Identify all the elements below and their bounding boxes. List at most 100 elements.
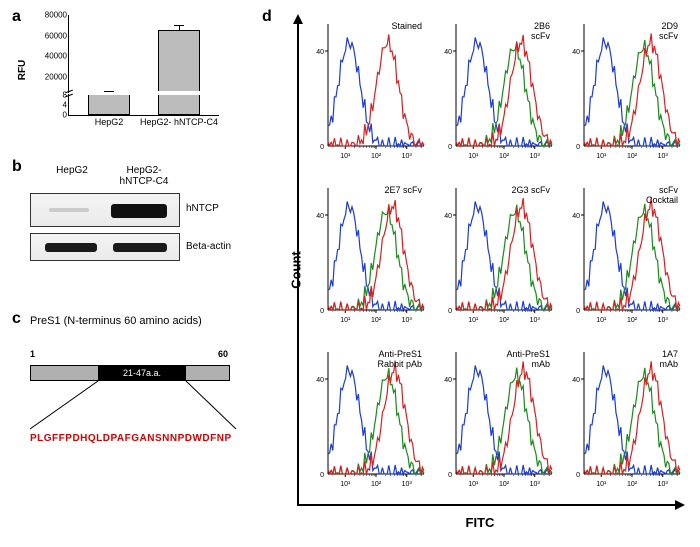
panel-a-ytick: 40000 xyxy=(45,52,69,61)
panel-label-c: c xyxy=(12,310,21,328)
flow-histogram-title: 2D9 scFv xyxy=(659,22,678,42)
svg-text:40: 40 xyxy=(316,377,324,384)
svg-text:40: 40 xyxy=(316,213,324,220)
svg-text:0: 0 xyxy=(320,144,324,151)
panel-a-bar-chart: RFU 04820000400006000080000HepG2HepG2- h… xyxy=(30,10,230,130)
svg-text:0: 0 xyxy=(320,472,324,479)
flow-histogram: 0 40 10¹ 10² 10³ scFv Cocktail xyxy=(566,182,684,332)
flow-histogram-title: Anti-PreS1 mAb xyxy=(506,350,550,370)
panel-a-ytick: 20000 xyxy=(45,72,69,81)
panel-d-x-arrow xyxy=(297,504,683,506)
svg-text:10³: 10³ xyxy=(402,317,413,324)
panel-c-domain-diagram: PreS1 (N-terminus 60 amino acids) 1 60 2… xyxy=(30,315,260,495)
svg-text:10³: 10³ xyxy=(402,153,413,160)
flow-histogram: 0 40 10¹ 10² 10³ Anti-PreS1 Rabbit pAb xyxy=(310,346,428,496)
svg-text:10²: 10² xyxy=(371,481,382,488)
panel-c-num-left: 1 xyxy=(30,349,35,359)
svg-text:40: 40 xyxy=(572,213,580,220)
svg-text:40: 40 xyxy=(444,377,452,384)
blot-col-label-2: HepG2- hNTCP-C4 xyxy=(106,165,182,187)
blot-col-label-1: HepG2 xyxy=(42,165,102,176)
panel-d-xlabel: FITC xyxy=(466,515,495,530)
svg-text:10¹: 10¹ xyxy=(596,481,607,488)
band-strong xyxy=(111,204,167,218)
panel-b-western-blot: HepG2 HepG2- hNTCP-C4 hNTCP Beta-actin xyxy=(30,165,250,275)
panel-a-ytick: 80000 xyxy=(45,11,69,20)
svg-text:10³: 10³ xyxy=(658,481,669,488)
band-actin-1 xyxy=(45,243,97,252)
svg-text:10¹: 10¹ xyxy=(596,317,607,324)
svg-text:10¹: 10¹ xyxy=(468,153,479,160)
svg-text:10³: 10³ xyxy=(530,481,541,488)
svg-text:10²: 10² xyxy=(499,481,510,488)
svg-text:40: 40 xyxy=(316,49,324,56)
panel-label-d: d xyxy=(262,8,272,26)
blot-row-1 xyxy=(30,193,180,227)
svg-text:10¹: 10¹ xyxy=(340,317,351,324)
svg-text:40: 40 xyxy=(572,377,580,384)
panel-a-bar xyxy=(158,30,200,115)
svg-text:10¹: 10¹ xyxy=(340,153,351,160)
flow-histogram: 0 40 10¹ 10² 10³ 1A7 mAb xyxy=(566,346,684,496)
panel-c-sequence: PLGFFPDHQLDPAFGANSNNPDWDFNP xyxy=(30,433,232,444)
svg-text:10²: 10² xyxy=(627,317,638,324)
band-actin-2 xyxy=(113,243,167,252)
panel-label-b: b xyxy=(12,158,22,176)
svg-text:0: 0 xyxy=(320,308,324,315)
svg-text:10²: 10² xyxy=(371,317,382,324)
flow-histogram: 0 40 10¹ 10² 10³ 2D9 scFv xyxy=(566,18,684,168)
panel-d-grid: 04010¹10²10³Stained04010¹10²10³2B6 scFv0… xyxy=(310,18,684,496)
panel-a-ylabel: RFU xyxy=(17,60,28,81)
svg-text:40: 40 xyxy=(572,49,580,56)
domain-bar-inner: 21-47a.a. xyxy=(98,365,186,381)
svg-text:10²: 10² xyxy=(627,153,638,160)
svg-text:10³: 10³ xyxy=(658,317,669,324)
panel-d-ylabel: Count xyxy=(288,251,303,289)
flow-histogram-title: 2B6 scFv xyxy=(531,22,550,42)
panel-d-flow-cytometry: Count FITC 0 40 10¹ 10² 10³ Stained 0 40 10¹ 10² 1… xyxy=(275,10,685,530)
panel-label-a: a xyxy=(12,8,21,26)
band-faint xyxy=(49,208,89,212)
panel-a-ytick: 60000 xyxy=(45,31,69,40)
flow-histogram-title: 1A7 mAb xyxy=(659,350,678,370)
svg-text:10³: 10³ xyxy=(530,317,541,324)
flow-histogram: 0 40 10¹ 10² 10³ 2G3 scFv xyxy=(438,182,556,332)
blot-row-label-2: Beta-actin xyxy=(186,241,231,252)
flow-histogram-title: scFv Cocktail xyxy=(646,186,678,206)
svg-text:10³: 10³ xyxy=(530,153,541,160)
svg-text:10²: 10² xyxy=(627,481,638,488)
svg-text:10¹: 10¹ xyxy=(596,153,607,160)
svg-text:40: 40 xyxy=(444,213,452,220)
svg-text:10¹: 10¹ xyxy=(468,317,479,324)
svg-text:0: 0 xyxy=(576,472,580,479)
flow-histogram: 0 40 10¹ 10² 10³ Stained xyxy=(310,18,428,168)
svg-text:10²: 10² xyxy=(371,153,382,160)
svg-text:10³: 10³ xyxy=(402,481,413,488)
flow-histogram: 0 40 10¹ 10² 10³ 2E7 scFv xyxy=(310,182,428,332)
blot-row-label-1: hNTCP xyxy=(186,203,219,214)
panel-a-xlabel: HepG2- hNTCP-C4 xyxy=(134,115,224,127)
flow-histogram-title: 2G3 scFv xyxy=(511,186,550,196)
svg-text:10²: 10² xyxy=(499,317,510,324)
panel-c-title: PreS1 (N-terminus 60 amino acids) xyxy=(30,315,260,327)
svg-text:10²: 10² xyxy=(499,153,510,160)
svg-text:10¹: 10¹ xyxy=(468,481,479,488)
svg-text:0: 0 xyxy=(576,308,580,315)
flow-histogram-title: Stained xyxy=(391,22,422,32)
panel-c-num-right: 60 xyxy=(218,349,228,359)
svg-text:10¹: 10¹ xyxy=(340,481,351,488)
svg-text:0: 0 xyxy=(576,144,580,151)
panel-a-ytick: 4 xyxy=(63,101,69,110)
flow-histogram: 0 40 10¹ 10² 10³ Anti-PreS1 mAb xyxy=(438,346,556,496)
blot-row-2 xyxy=(30,233,180,261)
flow-histogram: 0 40 10¹ 10² 10³ 2B6 scFv xyxy=(438,18,556,168)
svg-text:0: 0 xyxy=(448,472,452,479)
panel-a-plot-area: 04820000400006000080000HepG2HepG2- hNTCP… xyxy=(68,15,219,116)
figure: a b c d RFU 04820000400006000080000HepG2… xyxy=(0,0,700,547)
svg-text:10³: 10³ xyxy=(658,153,669,160)
flow-histogram-title: Anti-PreS1 Rabbit pAb xyxy=(377,350,422,370)
svg-text:0: 0 xyxy=(448,308,452,315)
svg-text:40: 40 xyxy=(444,49,452,56)
svg-text:0: 0 xyxy=(448,144,452,151)
flow-histogram-title: 2E7 scFv xyxy=(384,186,422,196)
